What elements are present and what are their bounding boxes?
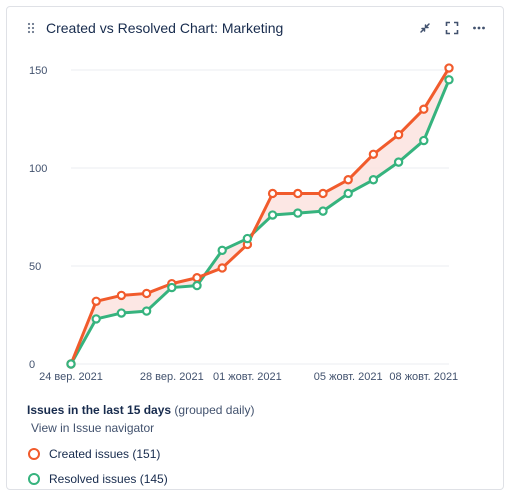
created-point-1 [91,296,101,306]
gadget-panel: Created vs Resolved Chart: Marketing 0 50… [6,6,504,490]
legend-summary: Issues in the last 15 days (grouped dail… [27,402,487,418]
created-point-13 [393,129,404,140]
drag-handle-icon[interactable] [27,22,35,34]
resolved-point-6 [217,245,227,256]
resolved-point-13 [393,157,404,167]
y-tick-label-0: 0 [29,359,35,371]
resolved-point-14 [419,135,429,146]
created-vs-resolved-chart: 0 50 100 150 24 вер. 2021 28 вер. 2021 01 жов… [29,63,458,383]
resolved-legend-marker [28,473,40,485]
created-point-6 [217,263,227,273]
created-point-15 [444,63,454,73]
resolved-point-2 [116,308,127,318]
legend-item-created[interactable]: Created issues (151) [27,446,487,462]
point-layer [66,63,454,369]
fullscreen-icon[interactable] [444,20,460,36]
created-point-10 [318,188,328,199]
x-tick-labels: 24 вер. 2021 28 вер. 2021 01 жовт. 2021 05 … [39,371,458,383]
resolved-point-12 [368,175,379,185]
legend-label-resolved: Resolved issues (145) [49,472,168,486]
created-point-11 [343,175,353,185]
resolved-point-8 [267,210,278,220]
more-icon[interactable] [471,20,487,36]
resolved-point-9 [293,208,303,218]
x-tick-label-0: 24 вер. 2021 [39,371,103,383]
x-tick-label-3: 05 жовт. 2021 [314,371,383,383]
x-tick-label-2: 01 жовт. 2021 [213,371,282,383]
legend-label-created: Created issues (151) [49,447,161,461]
created-series-line [69,67,451,365]
resolved-point-1 [91,314,101,324]
resolved-point-4 [167,282,177,293]
resolved-point-0 [66,359,76,369]
resolved-series-line [69,79,451,365]
resolved-point-15 [444,75,454,85]
line-layer [69,67,451,365]
gadget-header: Created vs Resolved Chart: Marketing [7,7,503,49]
created-point-3 [141,288,152,299]
created-point-8 [267,188,278,199]
legend-item-resolved[interactable]: Resolved issues (145) [27,471,487,487]
summary-bold: Issues in the last 15 days [27,403,172,417]
issue-navigator-link[interactable]: View in Issue navigator [31,421,155,435]
fill-layer [71,68,449,364]
resolved-point-10 [318,206,328,216]
y-tick-label-1: 50 [29,261,41,273]
legend-area: Issues in the last 15 days (grouped dail… [27,402,487,487]
created-point-2 [116,290,127,301]
resolved-point-7 [242,233,253,244]
created-point-12 [368,149,379,159]
resolved-point-11 [343,188,353,199]
created-point-9 [293,188,303,199]
gadget-title: Created vs Resolved Chart: Marketing [46,20,284,36]
gap-fill-area [71,68,449,364]
resolved-point-3 [141,306,152,316]
y-tick-label-2: 100 [29,163,47,175]
y-tick-labels: 0 50 100 150 [29,65,47,371]
created-point-5 [192,273,202,283]
created-point-14 [419,104,429,114]
x-tick-label-4: 08 жовт. 2021 [389,371,458,383]
grid-layer [71,69,449,365]
summary-rest: (grouped daily) [174,403,255,417]
minimize-icon[interactable] [417,20,433,36]
x-tick-label-1: 28 вер. 2021 [140,371,204,383]
y-tick-label-3: 150 [29,65,47,77]
resolved-point-5 [192,280,202,291]
created-legend-marker [28,448,40,460]
chart-area: 0 50 100 150 24 вер. 2021 28 вер. 2021 01 жов… [7,47,503,392]
